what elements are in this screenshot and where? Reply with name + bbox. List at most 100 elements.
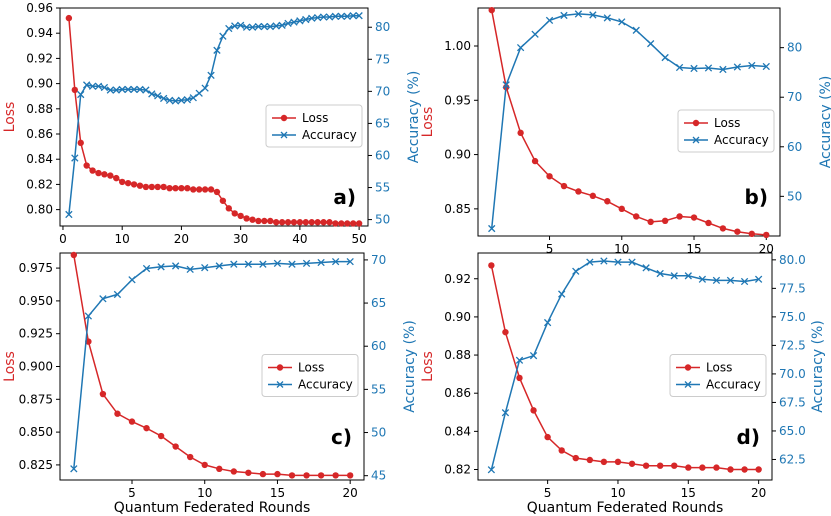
loss-point [320,219,327,226]
y-right-label: Accuracy (%) [406,71,422,164]
accuracy-point [670,272,678,280]
accuracy-line [490,260,759,470]
accuracy-point [186,265,194,274]
accuracy-point [106,86,115,94]
loss-point [690,214,698,221]
loss-point [172,184,179,192]
loss-point [302,219,310,226]
y-left-tick-label: 0.875 [19,392,53,406]
loss-point [143,424,150,432]
loss-point [77,139,84,147]
accuracy-point [574,10,583,18]
legend-accuracy-label: Accuracy [714,133,769,147]
loss-point [124,179,132,187]
x-tick-label: 10 [614,242,629,256]
loss-point [83,162,90,169]
accuracy-point [259,260,267,268]
y-right-tick-label: 45 [371,469,386,483]
loss-point [249,216,256,223]
legend-box [265,104,363,148]
accuracy-point [355,12,363,20]
accuracy-point [165,96,174,104]
legend-loss-label: Loss [302,111,328,125]
accuracy-point [100,83,109,92]
accuracy-point [684,272,692,280]
accuracy-point [148,90,156,98]
loss-point [267,217,274,225]
accuracy-point [118,85,126,94]
y-right-tick-label: 75 [375,52,390,66]
loss-point [671,462,678,469]
loss-point [89,167,96,174]
y-right-tick-label: 55 [371,382,386,396]
loss-point [130,181,138,188]
x-tick-label: 30 [233,232,248,246]
accuracy-point [325,13,334,21]
y-left-tick-label: 0.925 [19,327,53,341]
x-tick-label: 0 [59,232,67,246]
accuracy-point [319,13,328,21]
loss-point [219,197,227,204]
accuracy-point [337,12,346,20]
loss-point [296,219,304,226]
accuracy-point [647,40,655,48]
y-right-label: Accuracy (%) [402,320,418,413]
accuracy-point [628,258,636,266]
loss-point [95,169,102,177]
loss-point [136,182,144,189]
accuracy-point [128,276,136,284]
loss-point [225,205,233,212]
y-left-tick-label: 0.88 [26,102,53,116]
accuracy-point [284,19,292,28]
loss-point [344,220,351,227]
accuracy-point [516,43,525,52]
loss-point [656,462,664,469]
accuracy-point [545,16,554,25]
y-left-tick-label: 1.00 [444,39,471,53]
accuracy-point [690,64,698,73]
accuracy-point [614,258,622,266]
accuracy-point [195,89,203,97]
y-left-tick-label: 0.88 [444,348,471,362]
x-tick-label: 10 [610,486,625,500]
loss-point [604,198,611,205]
loss-point [207,186,215,193]
legend: Loss Accuracy [261,354,359,397]
accuracy-point [748,61,756,70]
y-right-tick-label: 50 [375,213,390,227]
y-left-label: Loss [2,102,18,133]
accuracy-point [113,290,122,299]
accuracy-point [159,94,168,103]
loss-point [314,219,321,226]
loss-point [676,213,683,220]
loss-point [628,460,636,467]
x-axis-label: Quantum Federated Rounds [527,500,724,516]
accuracy-point [189,94,197,102]
accuracy-point [560,11,568,20]
legend: Loss Accuracy [669,354,767,397]
loss-point [713,464,720,471]
accuracy-point [157,263,165,271]
y-right-tick-label: 60 [371,339,386,353]
accuracy-point [290,18,298,26]
panel-a: 0 10 20 30 40 50 0.80 0.82 0.84 0.86 0.88 0.90 0.92 0… [2,1,422,246]
accuracy-point [719,65,727,74]
loss-point [243,215,250,222]
accuracy-point [572,267,580,275]
loss-point [332,220,339,227]
y-left-label: Loss [420,107,436,138]
loss-point [699,464,706,471]
y-left-tick-label: 0.84 [444,424,471,438]
loss-point [633,213,640,220]
accuracy-point [219,32,227,40]
loss-point [546,173,553,180]
accuracy-point [231,22,239,30]
accuracy-point [698,275,707,283]
accuracy-point [754,275,763,283]
loss-point [763,231,770,239]
accuracy-point [656,269,664,278]
y-right-tick-label: 70 [787,90,802,104]
legend-loss-marker [280,114,288,122]
y-left-tick-label: 0.900 [19,360,53,374]
